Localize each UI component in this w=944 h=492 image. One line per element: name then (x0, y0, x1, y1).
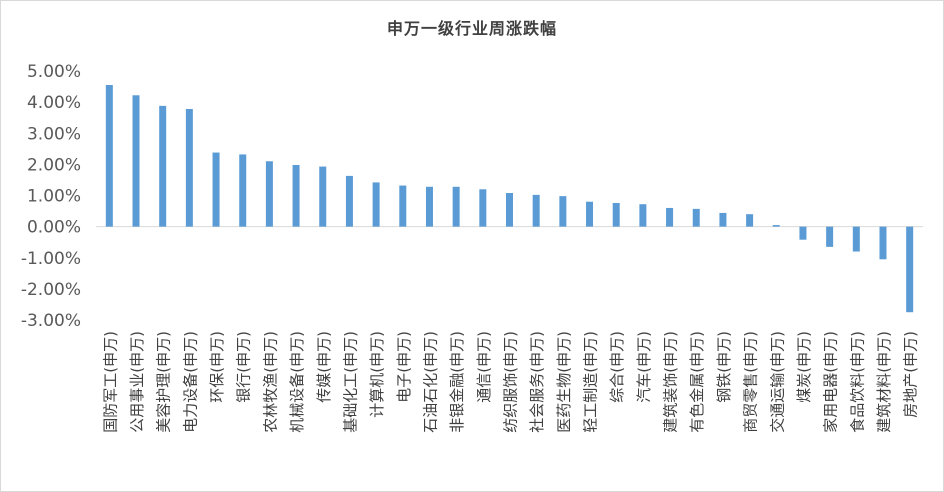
bar (826, 226, 834, 247)
bar (292, 164, 300, 227)
category-label: 社会服务(申万) (528, 331, 546, 433)
category-label: 计算机(申万) (368, 331, 386, 418)
category-label: 通信(申万) (475, 331, 493, 403)
category-label: 电子(申万) (395, 331, 413, 403)
category-label: 公用事业(申万) (128, 331, 146, 433)
category-label: 基础化工(申万) (341, 331, 359, 433)
y-tick-label: 4.00% (27, 93, 81, 113)
bar (879, 226, 887, 260)
category-label: 机械设备(申万) (288, 331, 306, 433)
chart-title: 申万一级行业周涨跌幅 (386, 19, 557, 38)
category-label: 建筑材料(申万) (875, 331, 893, 433)
category-label: 电力设备(申万) (181, 331, 199, 433)
bar (399, 185, 407, 227)
category-label: 汽车(申万) (635, 331, 653, 403)
y-tick-label: 2.00% (27, 155, 81, 175)
bar (319, 166, 327, 227)
category-label: 交通运输(申万) (768, 331, 786, 433)
category-label: 银行(申万) (235, 331, 253, 403)
category-labels: 国防军工(申万) 公用事业(申万) 美容护理(申万) 电力设备(申万) 环保(申万) 银行… (101, 331, 919, 433)
category-label: 钢铁(申万) (715, 331, 733, 403)
category-label: 食品饮料(申万) (848, 331, 866, 433)
category-label: 有色金属(申万) (688, 331, 706, 433)
category-label: 纺织服饰(申万) (502, 331, 520, 433)
bar (666, 207, 674, 227)
category-label: 农林牧渔(申万) (261, 331, 279, 433)
y-axis-labels: 5.00% 4.00% 3.00% 2.00% 1.00% 0.00% -1.00% -2.0… (21, 62, 81, 331)
bar (372, 182, 380, 227)
bar (479, 189, 487, 227)
category-label: 建筑装饰(申万) (662, 331, 680, 433)
category-label: 国防军工(申万) (101, 331, 119, 433)
bar (586, 201, 594, 227)
bar (185, 108, 193, 227)
bar (852, 226, 860, 252)
bar (425, 186, 433, 227)
bar (612, 202, 620, 227)
category-label: 美容护理(申万) (155, 331, 173, 433)
bar (746, 214, 754, 227)
bar (772, 225, 780, 227)
bar (159, 105, 167, 227)
bar (506, 193, 513, 227)
bar (719, 212, 727, 227)
bar (639, 204, 647, 227)
category-label: 综合(申万) (608, 331, 626, 403)
category-label: 传媒(申万) (315, 331, 333, 403)
category-label: 石油石化(申万) (421, 331, 439, 433)
y-tick-label: 3.00% (27, 124, 81, 144)
bar (559, 196, 567, 227)
category-label: 房地产(申万) (902, 331, 920, 418)
y-tick-label: -2.00% (21, 280, 81, 300)
bar (692, 208, 700, 227)
bar (132, 95, 140, 227)
bar (105, 85, 113, 227)
bar (532, 194, 540, 227)
category-label: 家用电器(申万) (822, 331, 840, 433)
category-label: 商贸零售(申万) (742, 331, 760, 433)
bar (906, 226, 914, 313)
bar (212, 152, 220, 227)
bar (239, 154, 247, 227)
y-tick-label: 5.00% (27, 62, 81, 82)
category-label: 医药生物(申万) (555, 331, 573, 433)
bar (265, 161, 273, 227)
y-tick-label: 1.00% (27, 187, 81, 207)
y-tick-label: -1.00% (21, 249, 81, 269)
bar (799, 226, 807, 240)
bars-group (105, 85, 914, 313)
category-label: 轻工制造(申万) (582, 331, 600, 433)
bar (452, 186, 460, 227)
y-tick-label: 0.00% (27, 218, 81, 238)
category-label: 环保(申万) (208, 331, 226, 403)
y-tick-label: -3.00% (21, 311, 81, 331)
category-label: 煤炭(申万) (795, 331, 813, 403)
category-label: 非银金融(申万) (448, 331, 466, 433)
bar (345, 175, 353, 227)
